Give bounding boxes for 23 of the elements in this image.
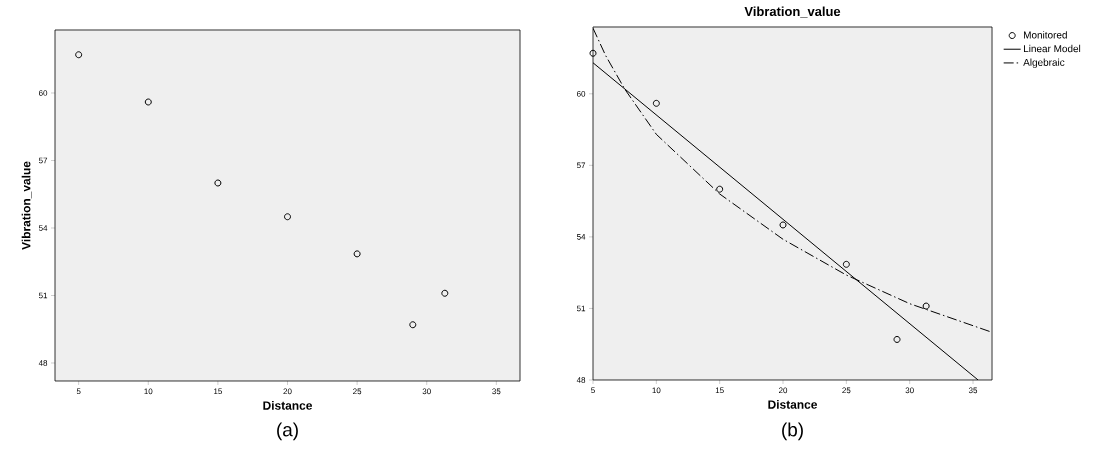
legend-label: Algebraic: [1023, 58, 1065, 68]
y-axis-title: Vibration_value: [21, 161, 32, 250]
point: [75, 51, 83, 59]
point: [441, 289, 449, 297]
point: [652, 99, 660, 107]
point: [922, 302, 930, 310]
point: [214, 179, 222, 187]
x-axis-title: Distance: [263, 400, 312, 410]
point: [589, 49, 597, 57]
point: [842, 260, 850, 268]
legend-label: Linear Model: [1023, 44, 1081, 53]
legend-label: Monitored: [1023, 31, 1067, 39]
text: (b): [782, 422, 803, 441]
point: [716, 185, 724, 193]
point: [353, 250, 361, 258]
point: [409, 321, 417, 329]
point: [893, 335, 901, 343]
chart-title: Vibration_value: [744, 6, 841, 18]
point: [779, 221, 787, 229]
point: [144, 98, 152, 106]
x-axis-title: Distance: [768, 399, 818, 409]
point: [284, 213, 291, 221]
text: (a): [277, 422, 298, 441]
